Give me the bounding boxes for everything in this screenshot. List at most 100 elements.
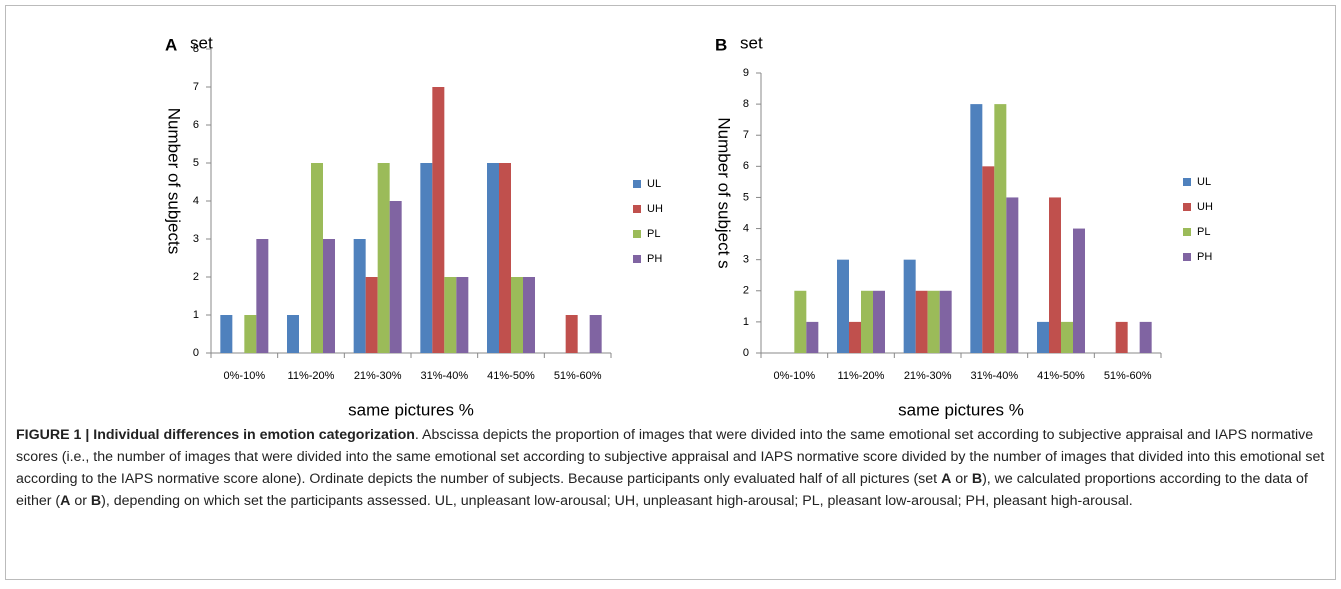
bar	[323, 239, 335, 353]
bar	[256, 239, 269, 353]
bar	[389, 201, 402, 353]
bar	[1049, 197, 1061, 353]
x-axis-label: same pictures %	[348, 400, 474, 419]
bar	[1037, 321, 1049, 353]
bar	[903, 259, 916, 353]
legend-label: PL	[647, 228, 660, 240]
y-tick-label: 7	[743, 129, 749, 141]
bar	[365, 277, 378, 353]
bar	[523, 277, 535, 353]
y-tick-label: 8	[193, 43, 199, 55]
chart-title: set	[190, 33, 213, 52]
bar	[1115, 321, 1128, 353]
legend-label: UL	[1197, 176, 1211, 188]
caption-text: or	[951, 471, 972, 487]
legend-label: PL	[1197, 226, 1210, 238]
x-tick-label: 31%-40%	[420, 370, 468, 382]
legend-label: UH	[647, 203, 663, 215]
caption-bold: A	[60, 493, 71, 509]
bar	[982, 166, 995, 353]
caption-title: FIGURE 1 | Individual differences in emo…	[16, 427, 415, 443]
x-tick-label: 51%-60%	[554, 370, 602, 382]
bar	[377, 163, 390, 353]
y-tick-label: 8	[743, 98, 749, 110]
x-tick-label: 11%-20%	[838, 370, 885, 382]
bar	[353, 239, 366, 353]
bar	[220, 315, 233, 353]
legend-label: PH	[647, 253, 662, 265]
bar	[456, 277, 469, 353]
bar	[994, 104, 1007, 353]
bar	[589, 315, 602, 353]
x-tick-label: 21%-30%	[904, 370, 952, 382]
caption-bold: A	[941, 471, 952, 487]
y-tick-label: 7	[193, 81, 199, 93]
x-tick-label: 0%-10%	[224, 370, 266, 382]
caption: FIGURE 1 | Individual differences in emo…	[16, 424, 1328, 512]
y-tick-label: 6	[743, 160, 749, 172]
y-tick-label: 0	[193, 347, 199, 359]
bar	[927, 290, 940, 353]
y-axis-label: Number of subject s	[715, 117, 734, 268]
legend-swatch	[633, 230, 641, 238]
x-tick-label: 41%-50%	[487, 370, 535, 382]
y-tick-label: 9	[743, 67, 749, 79]
x-tick-label: 31%-40%	[970, 370, 1018, 382]
caption-text: ), depending on which set the participan…	[101, 493, 1133, 509]
x-tick-label: 41%-50%	[1037, 370, 1085, 382]
caption-text: . Abscissa depicts the proportion of ima…	[16, 427, 1325, 487]
x-tick-label: 0%-10%	[774, 370, 816, 382]
bar	[565, 315, 578, 353]
y-tick-label: 1	[743, 316, 749, 328]
bar	[1061, 321, 1073, 353]
bar	[861, 290, 873, 353]
y-tick-label: 0	[743, 347, 749, 359]
panel-label: A	[165, 35, 177, 54]
x-axis-label: same pictures %	[898, 400, 1024, 419]
legend-label: UH	[1197, 201, 1213, 213]
bar	[487, 163, 499, 353]
bar	[311, 163, 323, 353]
legend-label: PH	[1197, 251, 1212, 263]
legend-swatch	[1183, 203, 1191, 211]
bar	[444, 277, 457, 353]
bar	[1006, 197, 1019, 353]
legend-swatch	[633, 205, 641, 213]
y-tick-label: 4	[743, 222, 749, 234]
y-tick-label: 2	[743, 285, 749, 297]
y-axis-label: Number of subjects	[165, 108, 184, 254]
y-tick-label: 1	[193, 309, 199, 321]
legend-swatch	[633, 255, 641, 263]
legend-swatch	[1183, 178, 1191, 186]
legend-swatch	[633, 180, 641, 188]
y-tick-label: 5	[743, 191, 749, 203]
bar	[837, 259, 849, 353]
y-tick-label: 5	[193, 157, 199, 169]
bar	[244, 315, 257, 353]
x-tick-label: 21%-30%	[354, 370, 402, 382]
x-tick-label: 11%-20%	[288, 370, 335, 382]
bar	[287, 315, 299, 353]
x-tick-label: 51%-60%	[1104, 370, 1152, 382]
y-tick-label: 3	[743, 254, 749, 266]
caption-text: or	[70, 493, 91, 509]
caption-text: ), we calculated proportions according t…	[16, 471, 1308, 509]
caption-bold: B	[90, 493, 102, 509]
y-tick-label: 6	[193, 119, 199, 131]
y-tick-label: 4	[193, 195, 199, 207]
y-tick-label: 3	[193, 233, 199, 245]
panel-label: B	[715, 35, 727, 54]
bar	[970, 104, 983, 353]
caption-bold: B	[971, 471, 983, 487]
bar	[432, 87, 445, 353]
legend-label: UL	[647, 178, 661, 190]
bar	[1073, 228, 1085, 353]
bar	[915, 290, 928, 353]
bar	[849, 321, 861, 353]
y-tick-label: 2	[193, 271, 199, 283]
bar	[939, 290, 952, 353]
bar	[806, 321, 819, 353]
bar	[499, 163, 511, 353]
